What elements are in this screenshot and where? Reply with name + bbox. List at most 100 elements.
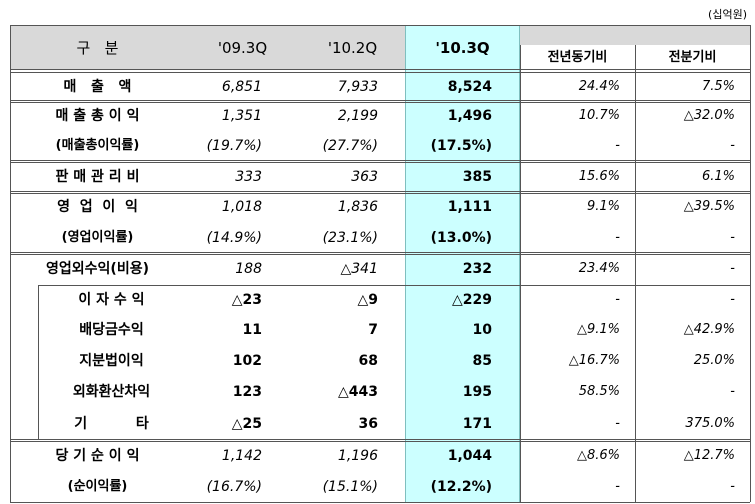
cell-value: 2,199	[337, 108, 378, 124]
cell-value: 232	[462, 261, 492, 277]
rule	[10, 254, 750, 255]
cell-value: 7.5%	[701, 78, 735, 94]
cell-value: 102	[232, 352, 262, 369]
cell-value: 1,496	[447, 108, 492, 124]
cell-value: -	[615, 229, 620, 245]
cell-value: △9.1%	[576, 322, 620, 337]
cell-value: 1,351	[221, 108, 262, 124]
cell-value: 1,018	[221, 199, 262, 215]
cell-value: 10.7%	[578, 108, 620, 123]
cell-value: -	[730, 138, 735, 153]
rule	[750, 25, 751, 502]
cell-value: 1,836	[337, 199, 378, 215]
cell-value: △42.9%	[683, 322, 735, 337]
cell-value: 195	[462, 383, 492, 400]
row-label: 매 출 총 이 익	[55, 108, 140, 124]
header-cell: '09.3Q	[217, 38, 268, 57]
rule	[10, 191, 750, 192]
rule	[10, 102, 750, 103]
cell-value: -	[730, 383, 735, 399]
rule	[10, 72, 750, 73]
cell-value: -	[730, 261, 735, 276]
highlight-column	[405, 25, 520, 503]
cell-value: △39.5%	[683, 199, 735, 214]
rule	[10, 502, 750, 503]
rule	[10, 69, 750, 70]
row-label: 영 업 이 익	[57, 199, 138, 215]
cell-value: 85	[472, 352, 492, 369]
cell-value: 1,196	[337, 447, 378, 464]
cell-value: 6,851	[221, 78, 262, 95]
rule	[10, 162, 750, 163]
cell-value: 15.6%	[578, 168, 620, 184]
cell-value: 11	[242, 322, 262, 338]
cell-value: 123	[232, 383, 262, 400]
header-cell: 전분기비	[668, 49, 717, 65]
cell-value: 68	[358, 352, 378, 369]
row-label: 지분법이익	[79, 352, 144, 369]
cell-value: △32.0%	[683, 108, 735, 123]
cell-value: △25	[231, 415, 262, 432]
cell-value: 7	[368, 322, 378, 338]
cell-value: △341	[340, 261, 379, 277]
rule	[10, 193, 750, 194]
rule	[635, 45, 636, 502]
cell-value: 9.1%	[586, 199, 620, 214]
cell-value: △12.7%	[683, 447, 735, 463]
row-label: 영업외수익(비용)	[46, 261, 149, 277]
cell-value: △9	[357, 292, 378, 308]
cell-value: (16.7%)	[206, 478, 262, 495]
cell-value: -	[730, 292, 735, 307]
cell-value: -	[615, 292, 620, 307]
cell-value: -	[615, 478, 620, 494]
cell-value: 188	[235, 261, 262, 277]
rule	[38, 285, 39, 440]
cell-value: (23.1%)	[322, 229, 378, 246]
unit-label: (십억원)	[708, 8, 747, 21]
cell-value: (13.0%)	[430, 229, 492, 246]
row-label: 기 타	[74, 415, 149, 432]
cell-value: 7,933	[337, 78, 378, 95]
row-label: 매 출 액	[63, 78, 132, 95]
cell-value: -	[730, 229, 735, 245]
cell-value: △229	[452, 292, 492, 308]
row-label: 당 기 순 이 익	[55, 447, 140, 464]
cell-value: (14.9%)	[206, 229, 262, 246]
header-cell: 전년동기비	[547, 49, 608, 65]
cell-value: 333	[235, 168, 262, 185]
rule	[10, 441, 750, 442]
cell-value: △16.7%	[568, 352, 620, 368]
rule	[38, 285, 750, 286]
row-label: 판 매 관 리 비	[55, 168, 140, 185]
cell-value: 1,111	[447, 199, 492, 215]
cell-value: -	[615, 415, 620, 431]
cell-value: 58.5%	[578, 383, 620, 399]
cell-value: (12.2%)	[430, 478, 492, 495]
cell-value: △23	[231, 292, 262, 308]
cell-value: 385	[462, 168, 492, 185]
cell-value: (17.5%)	[430, 138, 492, 154]
cell-value: 1,142	[221, 447, 262, 464]
cell-value: 10	[472, 322, 492, 338]
rule	[10, 25, 750, 26]
cell-value: 36	[358, 415, 378, 432]
cell-value: -	[730, 478, 735, 494]
rule	[10, 160, 750, 161]
cell-value: 6.1%	[701, 168, 735, 184]
cell-value: 23.4%	[578, 261, 620, 276]
row-label: (매출총이익률)	[55, 138, 140, 153]
cell-value: 24.4%	[578, 78, 620, 94]
cell-value: 1,044	[447, 447, 492, 464]
cell-value: (19.7%)	[206, 138, 262, 154]
cell-value: 363	[351, 168, 378, 185]
rule	[520, 45, 521, 502]
rule	[10, 25, 11, 502]
cell-value: 25.0%	[693, 352, 735, 368]
cell-value: 171	[462, 415, 492, 432]
header-cell: '10.2Q	[327, 38, 378, 57]
rule	[10, 100, 750, 101]
row-label: 외화환산차익	[72, 383, 151, 400]
cell-value: (27.7%)	[322, 138, 378, 154]
rule	[10, 439, 750, 440]
